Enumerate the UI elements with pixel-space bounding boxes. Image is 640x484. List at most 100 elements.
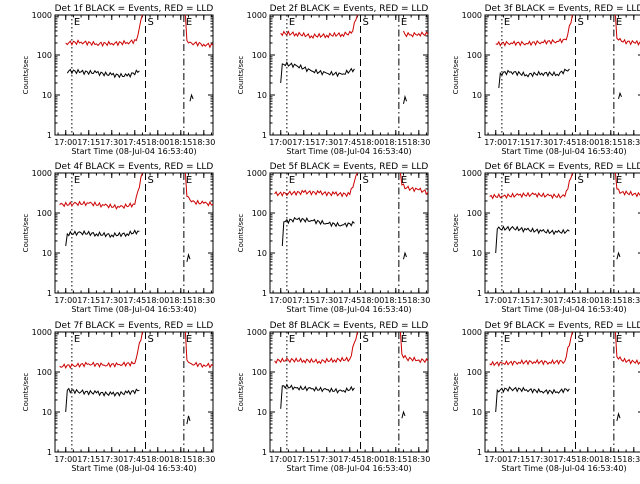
plot-frame (269, 331, 429, 453)
y-tick-label: 100 (467, 209, 482, 218)
x-tick-label: 17:15 (77, 455, 100, 464)
y-tick-label: 100 (467, 368, 482, 377)
x-tick-label: 18:00 (146, 296, 169, 305)
x-axis-label: Start Time (08-Jul-04 16:53:40) (71, 147, 196, 156)
x-tick-label: 17:45 (553, 296, 576, 305)
x-tick-label: 17:15 (507, 296, 530, 305)
plot-frame (54, 331, 214, 453)
detector-panel: Det 5f BLACK = Events, RED = LLD 1 10 100 10… (237, 162, 430, 314)
x-axis-label: Start Time (08-Jul-04 16:53:40) (71, 464, 196, 473)
y-axis-label: Counts/sec (22, 56, 30, 95)
marker-label: E (289, 175, 295, 186)
y-tick-label: 10 (472, 249, 482, 258)
x-tick-label: 18:00 (576, 296, 599, 305)
lld-series-line (274, 172, 358, 198)
x-tick-label: 17:00 (54, 455, 77, 464)
y-axis-label: Counts/sec (452, 56, 460, 95)
lld-series-line (399, 172, 429, 196)
lld-series-line (59, 172, 143, 210)
marker-label: E (74, 334, 80, 345)
events-series-line (65, 229, 140, 247)
x-tick-label: 17:00 (269, 455, 292, 464)
events-series-line (280, 383, 355, 409)
x-tick-label: 18:30 (192, 296, 215, 305)
y-axis-label: Counts/sec (22, 214, 30, 253)
x-tick-label: 17:30 (100, 138, 123, 147)
events-series-line (66, 68, 140, 79)
x-tick-label: 18:00 (576, 138, 599, 147)
events-series-line (616, 251, 621, 260)
y-tick-label: 100 (252, 51, 267, 60)
marker-label: S (148, 175, 154, 186)
y-tick-label: 100 (37, 209, 52, 218)
y-tick-label: 10 (257, 408, 267, 417)
x-tick-label: 17:45 (338, 138, 361, 147)
events-series-line (498, 68, 570, 89)
marker-label: E (401, 17, 407, 28)
x-tick-label: 18:00 (576, 455, 599, 464)
marker-label: E (289, 17, 295, 28)
lld-series-line (184, 172, 214, 207)
lld-series-line (280, 14, 358, 40)
y-tick-label: 10 (472, 91, 482, 100)
panel-title: Det 3f BLACK = Events, RED = LLD (485, 4, 640, 14)
lld-series-line (274, 331, 358, 365)
detector-panel: Det 1f BLACK = Events, RED = LLD 1 10 100 10… (22, 4, 215, 156)
x-tick-label: 18:30 (622, 455, 640, 464)
x-tick-label: 17:00 (269, 138, 292, 147)
marker-label: S (363, 175, 369, 186)
y-tick-label: 1 (47, 448, 52, 457)
y-tick-label: 1 (477, 289, 482, 298)
x-tick-label: 18:30 (192, 138, 215, 147)
y-tick-label: 1000 (462, 11, 482, 20)
lld-series-line (489, 331, 573, 367)
x-tick-label: 17:15 (507, 138, 530, 147)
x-tick-label: 17:00 (54, 296, 77, 305)
y-tick-label: 1000 (247, 169, 267, 178)
lld-series-line (489, 172, 573, 200)
marker-label: E (186, 175, 192, 186)
y-axis-label: Counts/sec (237, 373, 245, 412)
x-tick-label: 18:15 (599, 296, 622, 305)
y-tick-label: 100 (37, 368, 52, 377)
x-tick-label: 17:15 (507, 455, 530, 464)
panel-title: Det 7f BLACK = Events, RED = LLD (55, 321, 214, 331)
x-tick-label: 18:15 (169, 455, 192, 464)
events-series-line (186, 415, 191, 425)
x-tick-label: 17:00 (54, 138, 77, 147)
x-tick-label: 18:30 (407, 455, 430, 464)
x-tick-label: 17:30 (530, 296, 553, 305)
x-tick-label: 18:15 (169, 296, 192, 305)
events-series-line (495, 386, 570, 413)
x-tick-label: 17:30 (530, 455, 553, 464)
lld-series-line (495, 14, 573, 47)
marker-label: S (578, 17, 584, 28)
x-tick-label: 18:00 (361, 296, 384, 305)
marker-label: S (148, 17, 154, 28)
plot-frame (54, 14, 214, 136)
panel-title: Det 4f BLACK = Events, RED = LLD (55, 162, 214, 172)
events-series-line (495, 225, 570, 254)
lld-series-line (399, 331, 429, 364)
x-tick-label: 18:00 (146, 455, 169, 464)
x-tick-label: 17:45 (553, 138, 576, 147)
y-tick-label: 1000 (462, 328, 482, 337)
detector-panel: Det 7f BLACK = Events, RED = LLD 1 10 100 10… (22, 321, 215, 473)
x-tick-label: 18:00 (361, 138, 384, 147)
x-tick-label: 18:30 (407, 296, 430, 305)
y-tick-label: 1000 (32, 11, 52, 20)
y-tick-label: 10 (472, 408, 482, 417)
events-series-line (616, 411, 621, 422)
marker-label: E (74, 17, 80, 28)
marker-label: E (186, 17, 192, 28)
y-tick-label: 1000 (462, 169, 482, 178)
y-tick-label: 10 (42, 91, 52, 100)
x-tick-label: 18:15 (599, 455, 622, 464)
y-axis-label: Counts/sec (237, 214, 245, 253)
y-tick-label: 1 (47, 289, 52, 298)
events-series-line (186, 252, 191, 263)
x-tick-label: 17:30 (315, 296, 338, 305)
detector-panel: Det 4f BLACK = Events, RED = LLD 1 10 100 10… (22, 162, 215, 314)
x-tick-label: 17:00 (484, 296, 507, 305)
x-tick-label: 18:15 (384, 296, 407, 305)
